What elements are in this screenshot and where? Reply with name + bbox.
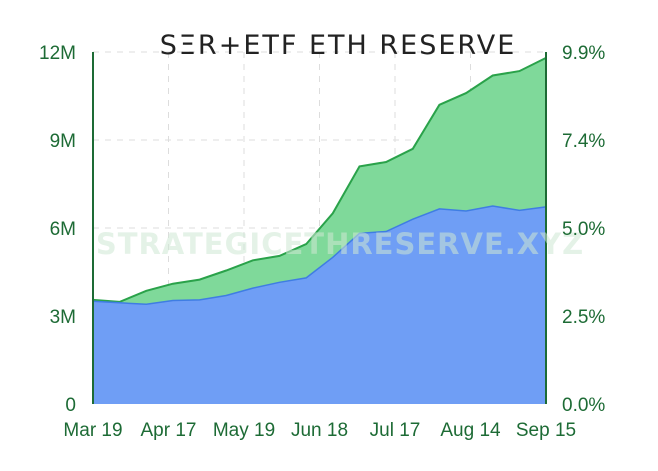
series-etf-line [92, 205, 547, 306]
series-etf-area [93, 206, 546, 404]
y-right-tick-label: 7.4% [562, 131, 605, 152]
y-left-tick-label: 6M [50, 219, 76, 240]
chart-title: SΞR+ETF ETH RESERVE [160, 30, 517, 61]
x-tick-label: Apr 17 [141, 420, 197, 441]
y-right-tick-label: 0.0% [562, 395, 605, 416]
x-tick-label: Aug 14 [440, 420, 501, 441]
chart-areas [92, 57, 547, 404]
y-left-tick-label: 0 [65, 395, 76, 416]
y-left-tick-label: 3M [50, 307, 76, 328]
y-right-tick-label: 5.0% [562, 219, 605, 240]
series-total-line [92, 57, 547, 303]
y-right-tick-label: 2.5% [562, 307, 605, 328]
x-tick-label: Sep 15 [516, 420, 576, 441]
y-left-tick-label: 9M [50, 131, 76, 152]
x-tick-label: Jul 17 [370, 420, 421, 441]
watermark: STRATEGICETHRESERVE.XYZ [96, 227, 584, 261]
x-tick-label: Mar 19 [63, 420, 122, 441]
tick-labels: 0 3M 6M 9M 12M 0.0% 2.5% 5.0% 7.4% 9.9% Mar 19 Apr … [39, 43, 605, 441]
x-tick-label: Jun 18 [291, 420, 348, 441]
y-left-tick-label: 12M [39, 43, 76, 64]
y-right-tick-label: 9.9% [562, 43, 605, 64]
x-tick-label: May 19 [213, 420, 275, 441]
series-ser-area [93, 57, 546, 305]
axes [92, 52, 547, 404]
